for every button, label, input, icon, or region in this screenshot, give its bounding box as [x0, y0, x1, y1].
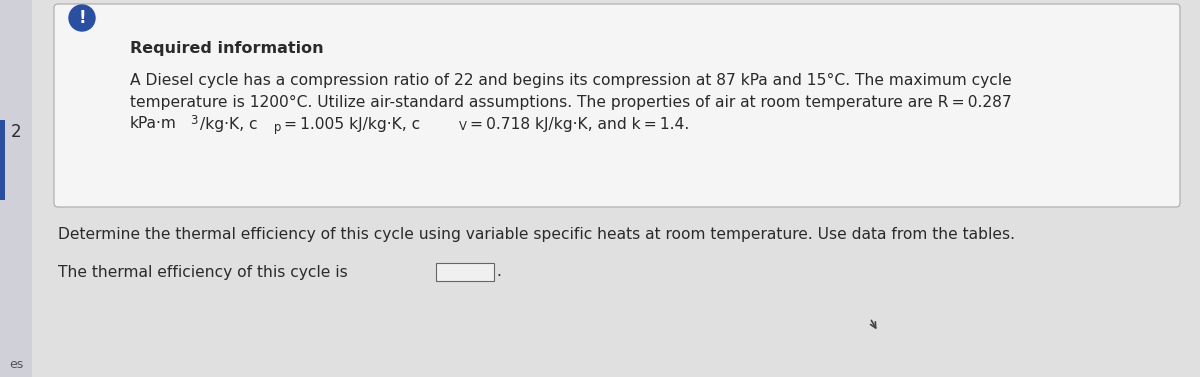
- Text: p: p: [274, 121, 282, 133]
- Text: V: V: [460, 121, 467, 133]
- Text: 3: 3: [191, 113, 198, 127]
- Text: temperature is 1200°C. Utilize air-standard assumptions. The properties of air a: temperature is 1200°C. Utilize air-stand…: [130, 95, 1012, 109]
- Text: !: !: [78, 9, 86, 27]
- Text: = 0.718 kJ/kg·K, and k = 1.4.: = 0.718 kJ/kg·K, and k = 1.4.: [469, 116, 689, 132]
- Text: = 1.005 kJ/kg·K, c: = 1.005 kJ/kg·K, c: [283, 116, 420, 132]
- Bar: [0, 0, 32, 377]
- Text: Determine the thermal efficiency of this cycle using variable specific heats at : Determine the thermal efficiency of this…: [58, 227, 1015, 242]
- Text: /kg·K, c: /kg·K, c: [200, 116, 258, 132]
- Text: kPa·m: kPa·m: [130, 116, 176, 132]
- Text: .: .: [497, 265, 502, 279]
- Circle shape: [70, 5, 95, 31]
- Text: Required information: Required information: [130, 40, 324, 55]
- FancyBboxPatch shape: [54, 4, 1180, 207]
- Text: A Diesel cycle has a compression ratio of 22 and begins its compression at 87 kP: A Diesel cycle has a compression ratio o…: [130, 72, 1012, 87]
- Bar: [0, 120, 5, 200]
- Text: es: es: [8, 359, 23, 371]
- FancyBboxPatch shape: [436, 263, 494, 281]
- Text: The thermal efficiency of this cycle is: The thermal efficiency of this cycle is: [58, 265, 348, 279]
- Text: 2: 2: [11, 123, 22, 141]
